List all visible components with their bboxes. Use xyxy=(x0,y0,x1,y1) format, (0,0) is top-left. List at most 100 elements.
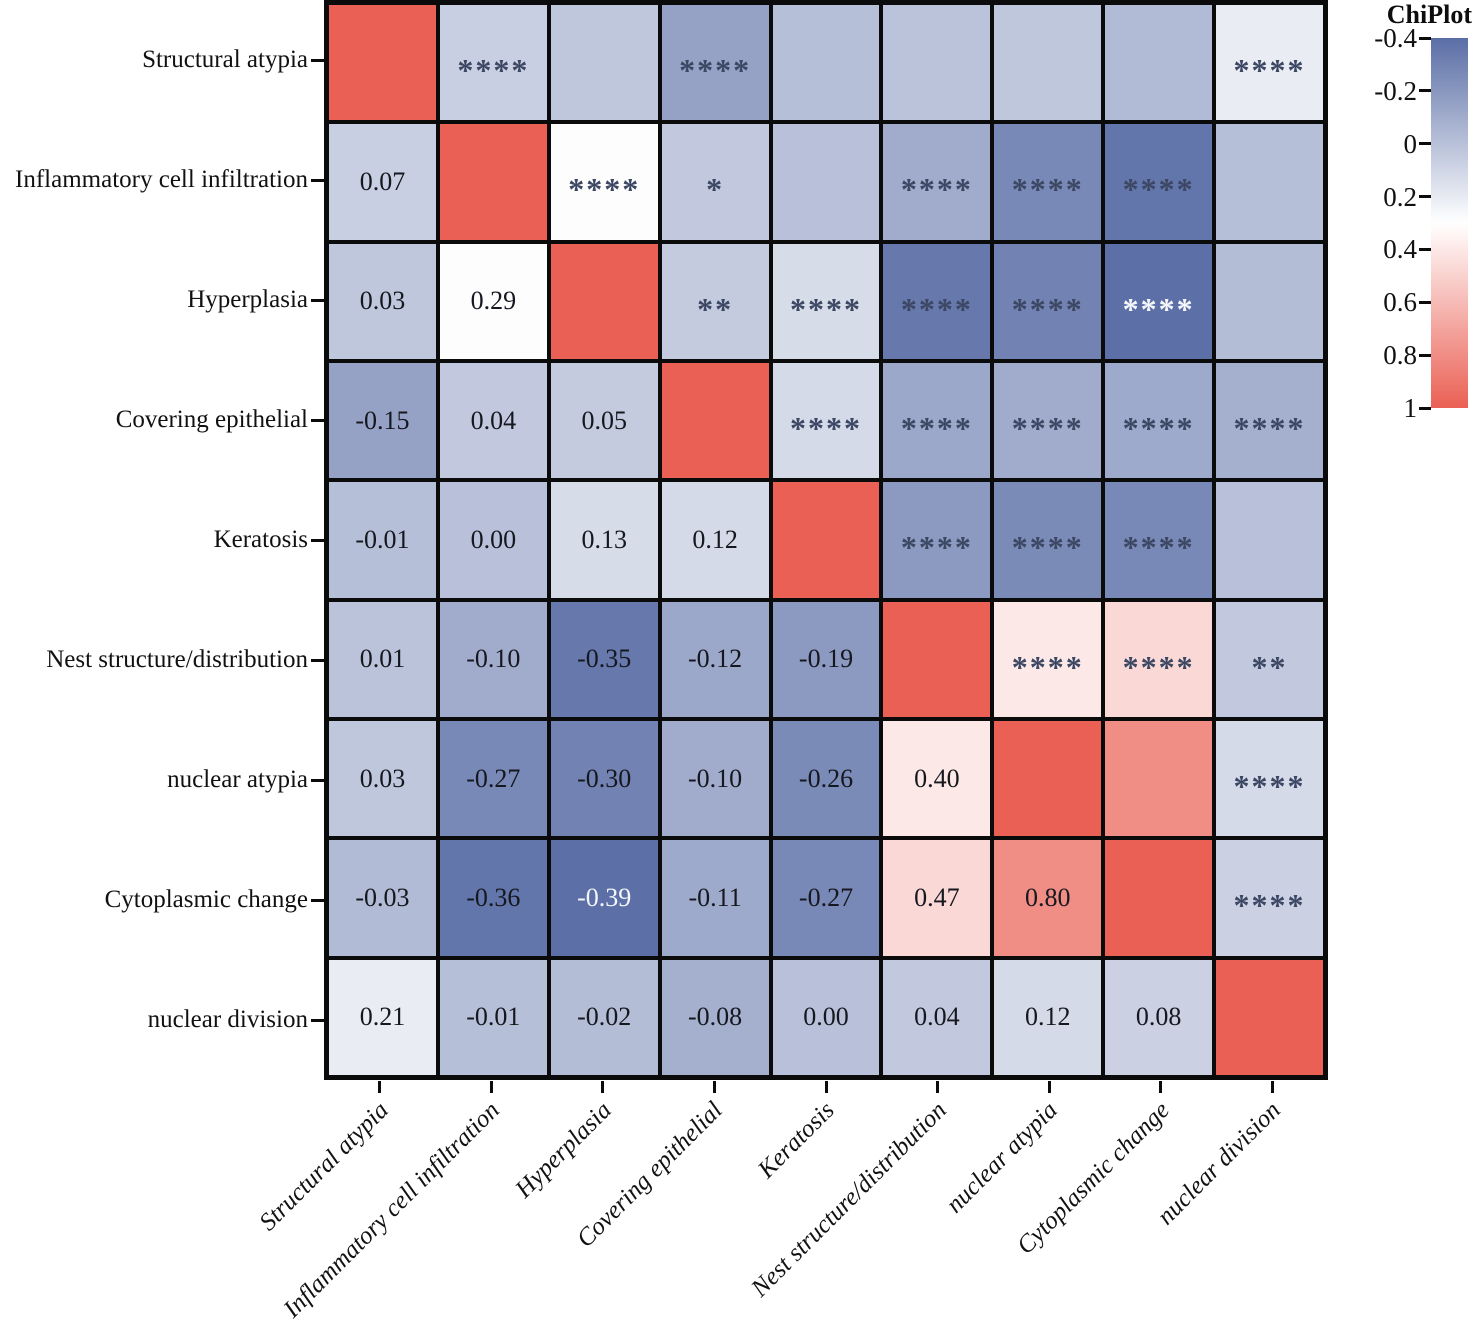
matrix-cell: 0.08 xyxy=(1103,957,1215,1077)
y-axis-tick xyxy=(311,418,324,422)
row-label: Nest structure/distribution xyxy=(46,646,308,673)
correlation-value: 0.80 xyxy=(1025,882,1071,912)
diagonal-cell xyxy=(327,3,438,123)
matrix-cell: 0.12 xyxy=(659,480,771,600)
matrix-cell: ** xyxy=(1214,599,1325,719)
significance-stars: ** xyxy=(1251,648,1288,685)
correlation-value: 0.21 xyxy=(359,1002,406,1032)
matrix-cell: -0.36 xyxy=(437,838,549,958)
correlation-value: 0.03 xyxy=(359,286,406,316)
correlation-value: 0.00 xyxy=(470,524,517,554)
correlation-value: -0.10 xyxy=(466,644,521,674)
row-label: nuclear atypia xyxy=(167,766,308,793)
matrix-cell: -0.10 xyxy=(659,719,771,839)
matrix-cell: **** xyxy=(881,241,993,361)
matrix-cell: 0.47 xyxy=(881,838,993,958)
significance-stars: **** xyxy=(900,529,973,566)
y-axis-tick xyxy=(311,178,324,182)
significance-stars: **** xyxy=(1122,290,1195,327)
significance-stars: **** xyxy=(1011,648,1084,685)
significance-stars: **** xyxy=(1233,52,1306,89)
matrix-cell: **** xyxy=(881,480,993,600)
correlation-value: -0.36 xyxy=(466,882,521,912)
matrix-cell: **** xyxy=(881,122,993,242)
correlation-value: -0.19 xyxy=(798,644,854,674)
matrix-cell: **** xyxy=(1214,838,1325,958)
diagonal-cell xyxy=(881,599,993,719)
matrix-cell: 0.21 xyxy=(327,957,438,1077)
correlation-value: -0.01 xyxy=(466,1002,521,1032)
diagonal-cell xyxy=(1214,957,1325,1077)
correlation-value: -0.27 xyxy=(798,882,854,912)
x-axis-tick xyxy=(378,1081,382,1093)
row-label: nuclear division xyxy=(147,1006,308,1033)
colorbar-tick xyxy=(1419,89,1431,93)
matrix-cell: 0.40 xyxy=(881,719,993,839)
matrix-cell: **** xyxy=(1103,361,1215,481)
correlation-value: 0.12 xyxy=(1025,1002,1071,1032)
row-label: Structural atypia xyxy=(142,46,308,73)
colorbar-tick xyxy=(1419,36,1431,40)
significance-stars: **** xyxy=(789,290,862,327)
matrix-cell: -0.35 xyxy=(548,599,660,719)
y-axis-tick xyxy=(311,538,324,542)
correlation-value: -0.27 xyxy=(466,763,521,793)
significance-stars: **** xyxy=(1122,171,1195,208)
x-axis-tick xyxy=(1159,1081,1163,1093)
matrix-cell xyxy=(1214,241,1325,361)
correlation-value: -0.15 xyxy=(355,405,410,435)
matrix-cell: **** xyxy=(770,361,882,481)
correlation-value: 0.04 xyxy=(470,405,517,435)
matrix-cell: 0.01 xyxy=(327,599,438,719)
correlation-value: 0.13 xyxy=(581,524,627,554)
correlation-value: 0.05 xyxy=(581,405,627,435)
diagonal-cell xyxy=(1103,838,1215,958)
matrix-cell: **** xyxy=(992,480,1104,600)
y-axis-tick xyxy=(311,778,324,782)
matrix-cell: -0.01 xyxy=(327,480,438,600)
significance-stars: **** xyxy=(1011,410,1084,447)
colorbar-tick-label: 0.6 xyxy=(1383,287,1417,318)
matrix-cell: **** xyxy=(1103,241,1215,361)
correlation-value: -0.08 xyxy=(688,1002,743,1032)
correlation-value: 0.00 xyxy=(803,1002,849,1032)
row-label: Keratosis xyxy=(213,526,308,553)
colorbar-tick xyxy=(1419,353,1431,357)
correlation-value: -0.35 xyxy=(577,644,632,674)
correlation-value: 0.07 xyxy=(359,166,406,196)
significance-stars: **** xyxy=(1011,290,1084,327)
matrix-cell: 0.04 xyxy=(437,361,549,481)
diagonal-cell xyxy=(437,122,549,242)
correlation-value: -0.39 xyxy=(577,882,632,912)
matrix-cell xyxy=(770,122,882,242)
significance-stars: **** xyxy=(900,290,973,327)
matrix-cell: **** xyxy=(1214,361,1325,481)
row-label: Covering epithelial xyxy=(115,406,308,433)
colorbar-tick xyxy=(1419,406,1431,410)
colorbar-tick-label: 0.4 xyxy=(1383,234,1417,265)
matrix-cell: **** xyxy=(992,599,1104,719)
matrix-cell: -0.30 xyxy=(548,719,660,839)
matrix-cell: **** xyxy=(659,3,771,123)
matrix-cell: **** xyxy=(1103,122,1215,242)
matrix-cell xyxy=(1103,3,1215,123)
row-label: Hyperplasia xyxy=(187,286,308,313)
matrix-cell: -0.02 xyxy=(548,957,660,1077)
matrix-cell xyxy=(548,3,660,123)
matrix-cell: 0.12 xyxy=(992,957,1104,1077)
matrix-cell: 0.13 xyxy=(548,480,660,600)
diagonal-cell xyxy=(992,719,1104,839)
colorbar-tick xyxy=(1419,300,1431,304)
matrix-cell: 0.07 xyxy=(327,122,438,242)
significance-stars: ** xyxy=(697,290,734,327)
x-axis-tick xyxy=(601,1081,605,1093)
significance-stars: **** xyxy=(1122,648,1195,685)
matrix-cell: 0.00 xyxy=(770,957,882,1077)
significance-stars: **** xyxy=(1233,887,1306,924)
matrix-cell: 0.03 xyxy=(327,719,438,839)
correlation-value: -0.03 xyxy=(355,882,410,912)
diagonal-cell xyxy=(548,241,660,361)
matrix-cell: 0.80 xyxy=(992,838,1104,958)
matrix-cell xyxy=(770,3,882,123)
matrix-cell: 0.00 xyxy=(437,480,549,600)
